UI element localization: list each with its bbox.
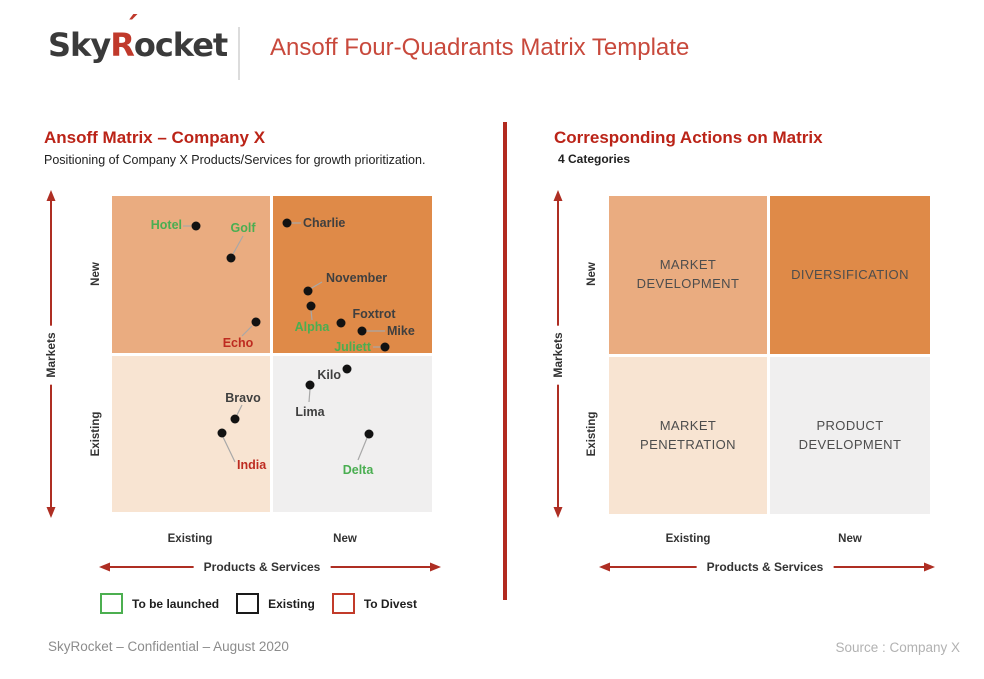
quadrant-label: MARKET DEVELOPMENT	[636, 257, 740, 291]
left-quadrant-bottom-right	[273, 356, 432, 512]
left-y-axis-new-label: New	[90, 262, 102, 286]
legend-label: To be launched	[132, 596, 220, 611]
legend-label: Existing	[268, 596, 315, 611]
point-dot-foxtrot	[336, 318, 346, 328]
left-y-axis-label: Markets	[41, 325, 61, 385]
point-label-foxtrot: Foxtrot	[352, 307, 396, 321]
point-dot-november	[303, 286, 313, 296]
right-x-axis-new-label: New	[838, 533, 862, 545]
point-label-golf: Golf	[230, 221, 256, 235]
quadrant-label: MARKET PENETRATION	[640, 417, 736, 452]
point-dot-lima	[305, 380, 315, 390]
left-quadrant-top-left	[112, 196, 270, 353]
point-label-echo: Echo	[222, 336, 254, 350]
point-label-november: November	[326, 271, 388, 285]
legend-item-existing: Existing	[236, 593, 315, 614]
legend-label: To Divest	[363, 596, 417, 611]
left-quadrant-top-right	[273, 196, 432, 353]
connector-line-echo	[241, 325, 253, 337]
right-quadrant-market-penetration: MARKET PENETRATION	[609, 357, 767, 514]
left-panel-subtitle: Positioning of Company X Products/Servic…	[44, 153, 426, 167]
point-label-juliett: Juliett	[334, 340, 371, 354]
connector-line-delta	[357, 437, 368, 461]
legend: To be launched Existing To Divest	[100, 593, 417, 614]
point-label-kilo: Kilo	[317, 368, 341, 382]
point-label-india: India	[237, 458, 267, 472]
actions-matrix-plot: MARKET DEVELOPMENT DIVERSIFICATION MARKE…	[609, 196, 930, 514]
right-y-axis-existing-label: Existing	[586, 411, 598, 457]
point-label-delta: Delta	[342, 463, 374, 477]
legend-swatch-green	[100, 593, 123, 614]
right-panel-title: Corresponding Actions on Matrix	[554, 128, 823, 147]
right-y-axis-new-label: New	[586, 262, 598, 286]
right-panel-subtitle: 4 Categories	[558, 152, 631, 166]
logo-text-sky: Sky	[48, 26, 111, 64]
point-dot-india	[217, 428, 227, 438]
left-quadrant-bottom-left	[112, 356, 270, 512]
left-x-axis-existing-label: Existing	[167, 533, 213, 545]
right-y-axis-label: Markets	[548, 325, 568, 385]
section-divider	[503, 122, 507, 600]
legend-item-to-be-launched: To be launched	[100, 593, 219, 614]
point-label-mike: Mike	[387, 324, 415, 338]
point-label-alpha: Alpha	[294, 320, 330, 334]
page-title: Ansoff Four-Quadrants Matrix Template	[270, 34, 690, 61]
connector-line-golf	[232, 235, 244, 255]
point-dot-delta	[364, 429, 374, 439]
left-x-axis-new-label: New	[333, 533, 357, 545]
left-panel-title: Ansoff Matrix – Company X	[44, 128, 266, 147]
connector-line-bravo	[236, 404, 243, 416]
right-x-axis-existing-label: Existing	[665, 533, 711, 545]
footer-confidential-text: SkyRocket – Confidential – August 2020	[48, 639, 289, 654]
ansoff-matrix-plot: Hotel Golf Echo Charlie November Alpha Foxtrot…	[112, 196, 432, 512]
point-dot-juliett	[380, 342, 390, 352]
point-label-hotel: Hotel	[150, 218, 182, 232]
quadrant-label: PRODUCT DEVELOPMENT	[798, 417, 902, 452]
left-x-axis-label: Products & Services	[193, 560, 331, 574]
point-label-bravo: Bravo	[225, 391, 261, 405]
logo-letter-r: R ´	[110, 11, 139, 64]
point-dot-hotel	[191, 221, 201, 231]
skyrocket-logo: SkyR ´ ocket	[48, 11, 228, 64]
point-label-lima: Lima	[295, 405, 325, 419]
point-dot-bravo	[230, 414, 240, 424]
point-dot-golf	[226, 253, 236, 263]
left-y-axis-existing-label: Existing	[90, 411, 102, 457]
legend-swatch-red	[331, 593, 355, 614]
quadrant-label: DIVERSIFICATION	[791, 266, 909, 282]
connector-line-alpha	[310, 309, 313, 321]
legend-swatch-black	[236, 593, 260, 614]
right-quadrant-product-development: PRODUCT DEVELOPMENT	[770, 357, 930, 514]
point-dot-kilo	[342, 364, 352, 374]
logo-accent-mark: ´	[123, 11, 139, 46]
right-x-axis-label: Products & Services	[696, 560, 834, 574]
point-dot-echo	[251, 317, 261, 327]
right-quadrant-market-development: MARKET DEVELOPMENT	[609, 196, 767, 354]
point-dot-charlie	[282, 218, 292, 228]
header-divider	[238, 27, 240, 80]
connector-line-lima	[308, 388, 311, 403]
connector-line-november	[309, 281, 323, 290]
point-label-charlie: Charlie	[303, 216, 346, 230]
footer-source-text: Source : Company X	[835, 640, 960, 655]
point-dot-alpha	[306, 301, 316, 311]
logo-text-ocket: ocket	[133, 26, 228, 64]
connector-lines	[183, 222, 385, 463]
right-quadrant-diversification: DIVERSIFICATION	[770, 196, 930, 354]
point-dot-mike	[357, 326, 367, 336]
connector-line-india	[222, 436, 236, 463]
legend-item-to-divest: To Divest	[331, 593, 417, 614]
